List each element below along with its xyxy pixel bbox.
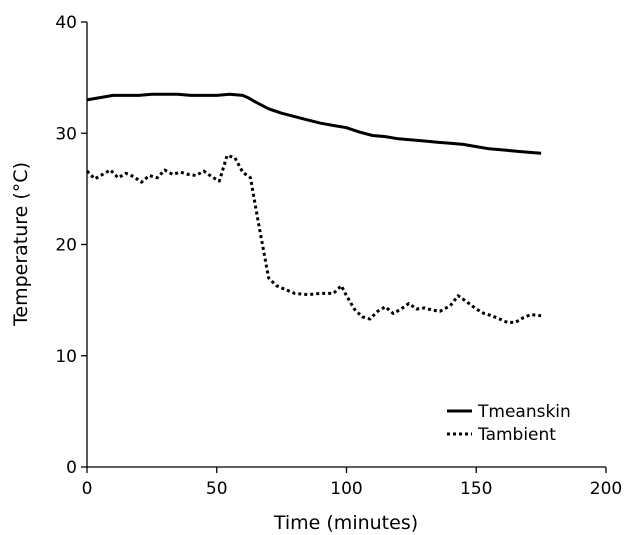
legend-label-tmeanskin: Tmeanskin: [477, 402, 571, 422]
y-axis-title: Temperature (°C): [10, 162, 32, 327]
x-axis-ticks: 0 50 100 150 200: [82, 467, 622, 499]
series-line-tambient: [85, 154, 542, 324]
x-tick-label: 200: [590, 479, 622, 499]
x-tick-label: 150: [460, 479, 492, 499]
y-tick-label: 40: [55, 13, 77, 33]
plot-area: 0 10 20 30 40 0 50 100 150 200: [55, 13, 622, 499]
legend: Tmeanskin Tambient: [447, 402, 571, 445]
x-axis-title: Time (minutes): [273, 512, 418, 534]
y-tick-label: 0: [66, 458, 77, 478]
y-tick-label: 10: [55, 347, 77, 367]
y-tick-label: 20: [55, 236, 77, 256]
x-tick-label: 0: [82, 479, 93, 499]
y-axis-ticks: 0 10 20 30 40: [55, 13, 87, 478]
legend-label-tambient: Tambient: [477, 425, 556, 445]
series-layer: [85, 92, 542, 324]
series-line-tmeanskin: [86, 92, 542, 155]
x-tick-label: 100: [330, 479, 362, 499]
y-tick-label: 30: [55, 124, 77, 144]
x-tick-label: 50: [206, 479, 228, 499]
